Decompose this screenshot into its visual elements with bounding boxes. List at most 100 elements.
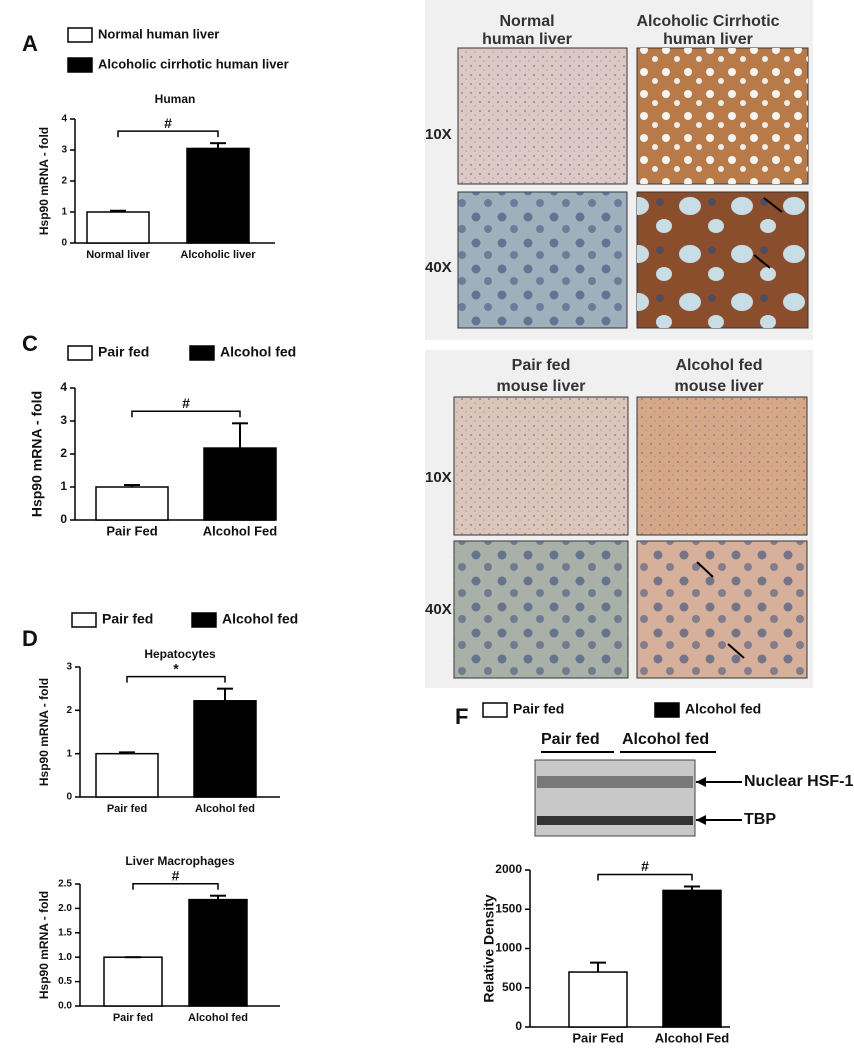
y-tick-label: 1500 (495, 901, 522, 915)
x-tick-label: Alcohol fed (195, 803, 255, 815)
western-blot: Pair fed Alcohol fed Nuclear HSF-1 TBP (534, 731, 853, 837)
x-tick-label: Alcoholic liver (180, 249, 256, 261)
x-tick-label: Pair Fed (106, 523, 157, 538)
chart-title: Hepatocytes (144, 647, 216, 661)
y-tick-label: 0 (66, 792, 72, 803)
row-label: 10X (425, 469, 452, 486)
column-header: Pair fed (512, 357, 571, 374)
panel-label: D (22, 626, 38, 651)
x-tick-label: Pair fed (107, 803, 147, 815)
significance-label: # (182, 395, 190, 411)
legend-swatch (482, 702, 508, 718)
bar (662, 889, 722, 1028)
arrow (753, 254, 771, 269)
bar (86, 211, 150, 244)
arrowhead (696, 777, 706, 787)
y-tick-label: 0 (61, 238, 67, 249)
bar (568, 971, 628, 1028)
significance-bracket (126, 675, 226, 683)
panel-label: F (455, 704, 468, 729)
legend-label: Pair fed (98, 344, 149, 360)
chart-title: Human (155, 92, 196, 106)
legend-label: Normal human liver (98, 26, 219, 41)
micrograph-texture (458, 192, 627, 328)
y-tick-label: 1 (61, 207, 67, 218)
blot-band (537, 816, 693, 825)
lane-label: Pair fed (541, 731, 600, 748)
y-tick-label: 0 (60, 512, 67, 526)
lane-label: Alcohol fed (622, 731, 709, 748)
significance-bracket (132, 882, 219, 890)
legend-label: Alcohol fed (685, 701, 761, 717)
x-tick-label: Pair Fed (572, 1030, 623, 1045)
y-tick-label: 2 (61, 176, 67, 187)
y-tick-label: 3 (66, 662, 72, 673)
bar (193, 700, 257, 798)
legend-swatch (67, 27, 93, 43)
micrograph-texture (454, 397, 628, 535)
significance-bracket (131, 410, 241, 418)
bar (103, 956, 163, 1007)
x-tick-label: Alcohol Fed (655, 1030, 729, 1045)
micrograph-texture (637, 48, 808, 184)
column-header: Normal (499, 13, 554, 30)
y-tick-label: 2 (66, 705, 72, 716)
legend-swatch (67, 345, 93, 361)
y-tick-label: 3 (61, 145, 67, 156)
y-tick-label: 3 (60, 413, 67, 427)
legend-swatch (191, 612, 217, 628)
y-tick-label: 2000 (495, 862, 522, 876)
bar (95, 752, 159, 798)
significance-label: * (173, 660, 179, 676)
y-tick-label: 2.0 (58, 903, 72, 914)
bar (186, 147, 250, 244)
y-tick-label: 2.5 (58, 879, 72, 890)
legend-label: Alcohol fed (222, 611, 298, 627)
arrowhead (696, 815, 706, 825)
panel-label: C (22, 331, 38, 356)
y-axis-label: Hsp90 mRNA - fold (37, 678, 51, 786)
row-label: 40X (425, 259, 452, 276)
column-header: mouse liver (675, 378, 764, 395)
micrograph-texture (458, 48, 627, 184)
micrograph-panel-b: Normal human liver Alcoholic Cirrhotic h… (425, 0, 813, 340)
band-label: TBP (744, 811, 776, 828)
legend-label: Pair fed (513, 701, 564, 717)
y-axis-label: Hsp90 mRNA - fold (37, 127, 51, 235)
micrograph-panel-e: Pair fed mouse liver Alcohol fed mouse l… (425, 350, 813, 688)
legend-swatch (654, 702, 680, 718)
y-tick-label: 4 (61, 114, 67, 125)
y-tick-label: 1.5 (58, 927, 72, 938)
y-tick-label: 0.0 (58, 1001, 72, 1012)
blot-band (537, 776, 693, 788)
y-tick-label: 4 (60, 380, 67, 394)
y-axis-label: Hsp90 mRNA - fold (37, 891, 51, 999)
y-tick-label: 1.0 (58, 952, 72, 963)
x-tick-label: Alcohol Fed (203, 523, 277, 538)
y-axis-label: Relative Density (481, 894, 497, 1002)
y-tick-label: 2 (60, 446, 67, 460)
micrograph-texture (454, 541, 628, 678)
legend-label: Alcohol fed (220, 344, 296, 360)
band-label: Nuclear HSF-1 (744, 773, 853, 790)
column-header: mouse liver (497, 378, 586, 395)
column-header: human liver (663, 31, 753, 48)
micrograph-texture (637, 397, 807, 535)
y-tick-label: 1000 (495, 941, 522, 955)
bar (95, 486, 169, 521)
bar (188, 898, 248, 1007)
legend-swatch (189, 345, 215, 361)
significance-label: # (164, 115, 172, 131)
significance-label: # (641, 858, 649, 874)
arrow (727, 643, 745, 659)
legend-label: Alcoholic cirrhotic human liver (98, 56, 289, 71)
y-axis-label: Hsp90 mRNA - fold (29, 391, 45, 517)
arrow (763, 197, 783, 213)
significance-bracket (597, 873, 693, 881)
row-label: 10X (425, 126, 452, 143)
arrow (696, 561, 714, 578)
column-header: Alcohol fed (675, 357, 762, 374)
column-header: human liver (482, 31, 572, 48)
legend-label: Pair fed (102, 611, 153, 627)
